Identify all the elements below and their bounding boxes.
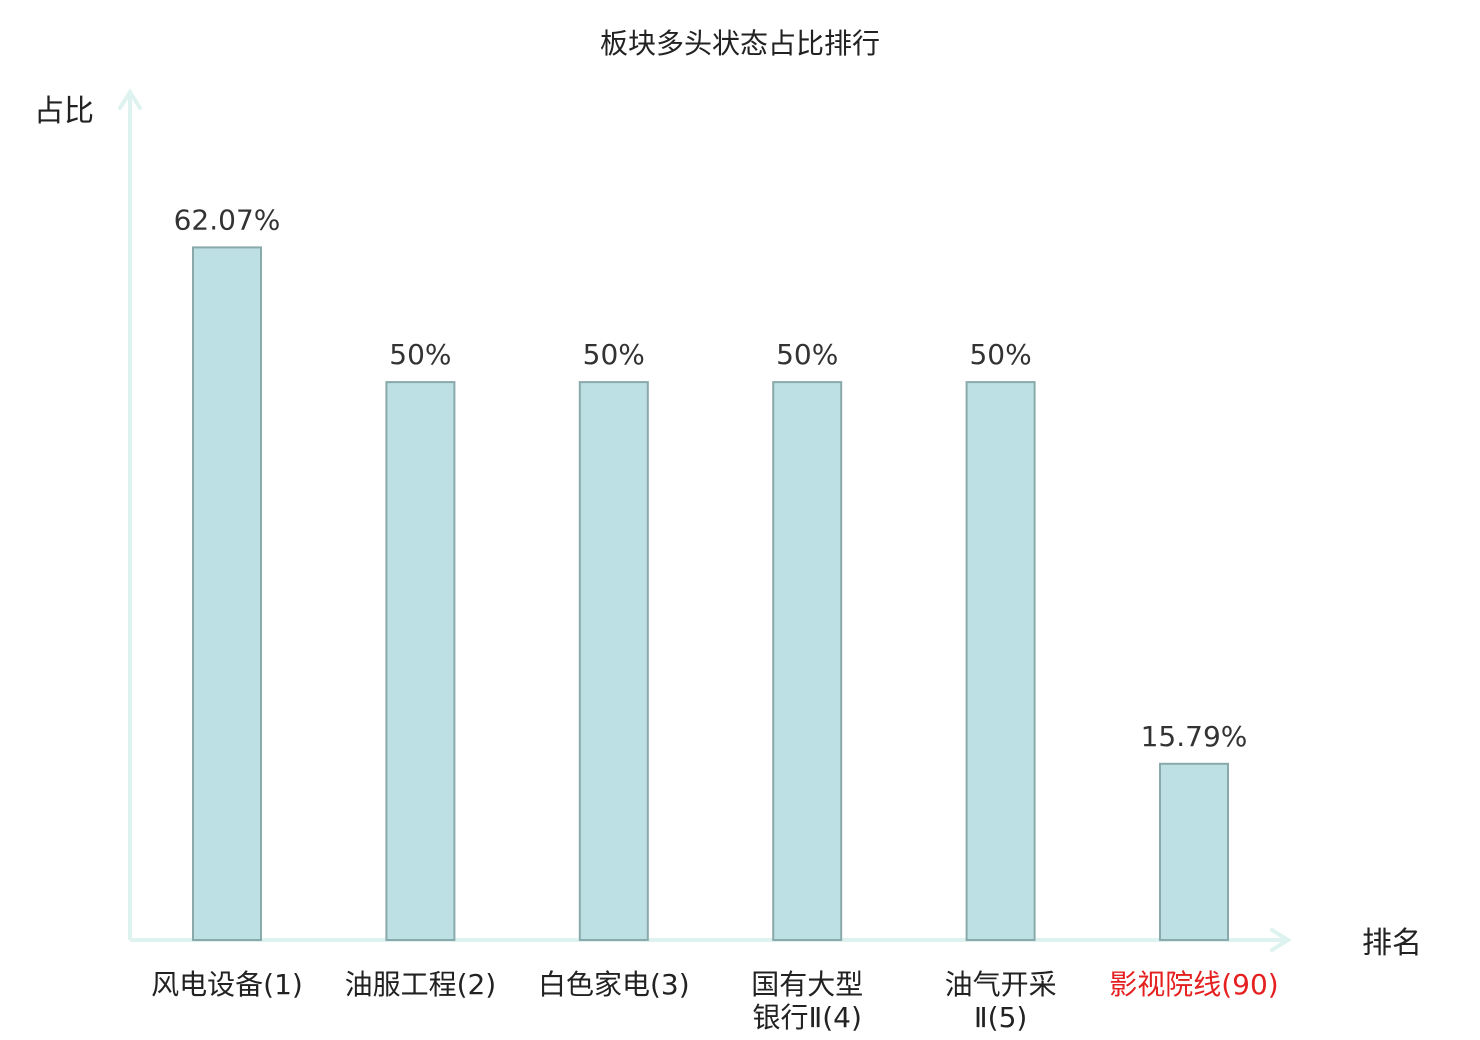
category-label-6: 影视院线(90) — [1109, 968, 1278, 1001]
category-label-1: 风电设备(1) — [151, 968, 303, 1001]
y-axis-label: 占比 — [34, 94, 94, 129]
category-label-5: 油气开采 Ⅱ(5) — [945, 968, 1057, 1034]
value-label-6: 15.79% — [1141, 720, 1248, 753]
bar-3 — [578, 381, 649, 942]
bar-1 — [192, 246, 262, 941]
category-label-2: 油服工程(2) — [345, 968, 497, 1001]
value-label-1: 62.07% — [174, 203, 281, 236]
category-labels-group: 风电设备(1) 油服工程(2) 白色家电(3) 国有大型银行Ⅱ(4) 油气开采 Ⅱ(5) 影… — [151, 968, 1279, 1034]
bar-2 — [385, 381, 456, 942]
value-label-5: 50% — [969, 338, 1031, 371]
value-label-4: 50% — [776, 338, 838, 371]
value-label-2: 50% — [389, 338, 451, 371]
bar-5 — [965, 381, 1036, 942]
y-axis — [118, 88, 142, 940]
x-axis-label: 排名 — [1362, 926, 1422, 961]
value-label-3: 50% — [583, 338, 645, 371]
x-axis — [130, 928, 1292, 952]
chart-title: 板块多头状态占比排行 — [600, 27, 880, 60]
value-labels-group: 62.07% 50% 50% 50% 50% 15.79% — [174, 203, 1248, 752]
bar-6 — [1159, 762, 1229, 941]
category-label-3: 白色家电(3) — [538, 968, 690, 1001]
category-label-4: 国有大型银行Ⅱ(4) — [751, 968, 863, 1034]
bars-group — [192, 246, 1229, 942]
bar-4 — [772, 381, 843, 942]
